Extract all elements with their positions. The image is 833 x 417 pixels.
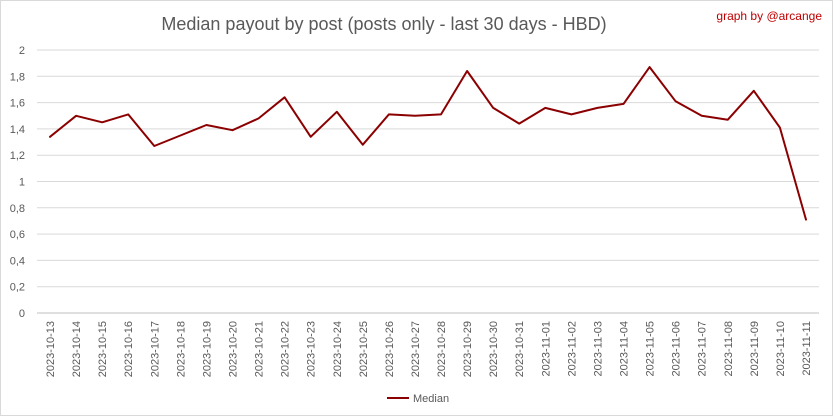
legend: Median <box>387 393 449 405</box>
y-tick-label: 0,8 <box>10 203 25 215</box>
y-tick-label: 0,2 <box>10 282 25 294</box>
x-tick-label: 2023-10-22 <box>280 321 292 377</box>
legend-label: Median <box>413 393 449 405</box>
x-tick-label: 2023-10-27 <box>410 321 422 377</box>
x-tick-label: 2023-10-25 <box>358 321 370 377</box>
x-tick-label: 2023-11-03 <box>592 321 604 376</box>
y-tick-label: 1,4 <box>10 124 25 136</box>
y-tick-label: 0 <box>19 308 25 320</box>
x-tick-label: 2023-11-05 <box>645 321 657 376</box>
x-tick-label: 2023-10-19 <box>201 321 213 377</box>
x-tick-label: 2023-11-09 <box>749 321 761 376</box>
x-tick-label: 2023-11-08 <box>723 321 735 376</box>
x-tick-label: 2023-10-13 <box>45 321 57 377</box>
x-tick-label: 2023-10-26 <box>384 321 396 377</box>
x-tick-label: 2023-10-17 <box>149 321 161 377</box>
grid-lines <box>37 49 819 314</box>
x-tick-label: 2023-10-24 <box>332 321 344 377</box>
x-tick-label: 2023-10-29 <box>462 321 474 377</box>
y-tick-label: 0,4 <box>10 255 25 267</box>
x-tick-label: 2023-10-21 <box>254 321 266 377</box>
x-tick-label: 2023-11-07 <box>697 321 709 376</box>
chart-credit: graph by @arcange <box>716 9 822 23</box>
x-tick-label: 2023-10-14 <box>71 321 83 377</box>
x-tick-label: 2023-10-18 <box>175 321 187 377</box>
x-tick-label: 2023-11-10 <box>775 321 787 376</box>
x-tick-label: 2023-11-04 <box>619 321 631 376</box>
series-line-median <box>49 66 807 221</box>
y-tick-label: 2 <box>19 45 25 57</box>
x-tick-label: 2023-10-15 <box>97 321 109 377</box>
y-tick-label: 1,8 <box>10 71 25 83</box>
x-tick-label: 2023-10-23 <box>306 321 318 377</box>
chart-title: Median payout by post (posts only - last… <box>161 14 606 34</box>
x-axis: 2023-10-13 2023-10-14 2023-10-15 2023-10-16… <box>45 321 813 377</box>
series-layer <box>49 66 807 221</box>
y-axis: 0 0,2 0,4 0,6 0,8 1 1,2 1,4 1,6 1,8 2 <box>10 45 25 320</box>
x-tick-label: 2023-11-11 <box>801 321 813 376</box>
y-tick-label: 1,6 <box>10 98 25 110</box>
x-tick-label: 2023-10-16 <box>123 321 135 377</box>
y-tick-label: 0,6 <box>10 229 25 241</box>
x-tick-label: 2023-10-28 <box>436 321 448 377</box>
x-tick-label: 2023-10-31 <box>514 321 526 377</box>
y-tick-label: 1,2 <box>10 150 25 162</box>
x-tick-label: 2023-10-20 <box>228 321 240 377</box>
x-tick-label: 2023-11-02 <box>566 321 578 376</box>
x-tick-label: 2023-11-06 <box>671 321 683 376</box>
y-tick-label: 1 <box>19 177 25 189</box>
x-tick-label: 2023-10-30 <box>488 321 500 377</box>
x-tick-label: 2023-11-01 <box>540 321 552 376</box>
